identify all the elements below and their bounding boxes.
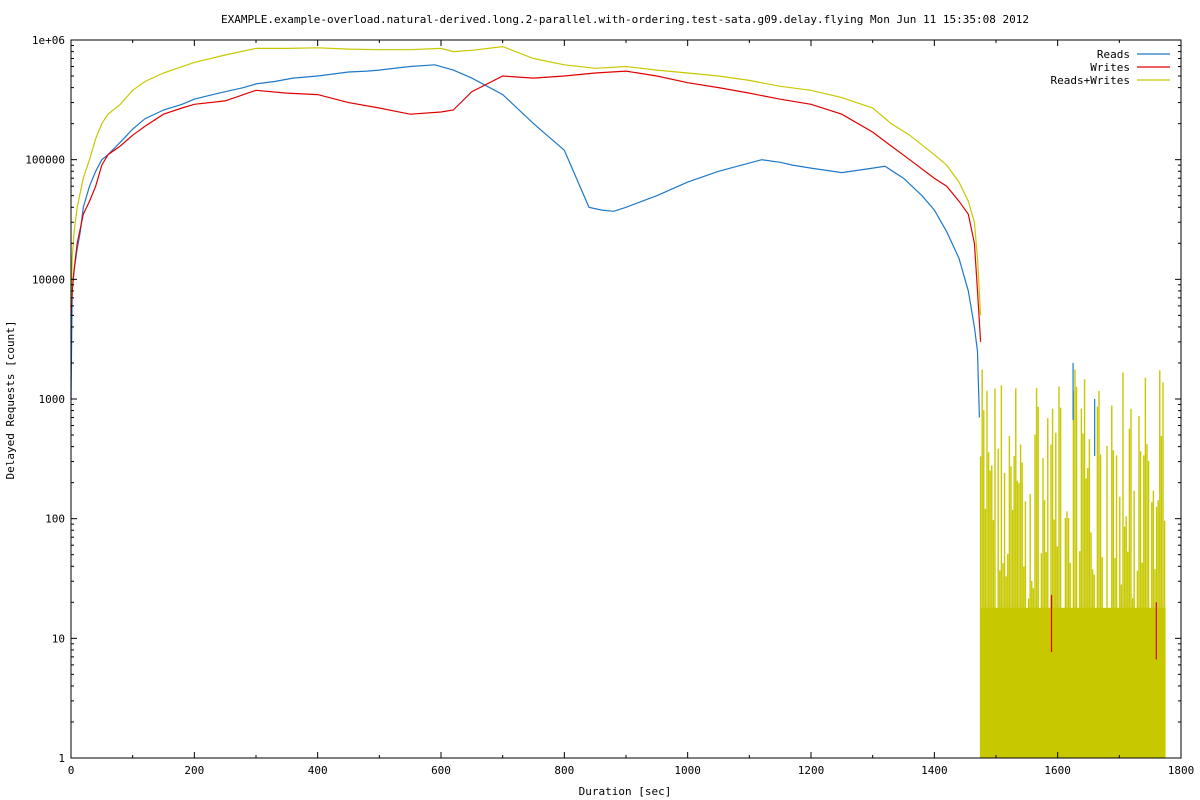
y-tick-label: 100000 [25, 154, 65, 167]
y-axis-label: Delayed Requests [count] [4, 321, 17, 480]
series-line-reads-writes [70, 45, 982, 316]
x-axis: 0 200 400 600 800 1000 1200 1400 1600 1800 [68, 40, 1195, 777]
y-axis: 1 10 100 1000 10000 100000 1e+06 [25, 34, 1181, 765]
x-tick-label: 200 [184, 764, 204, 777]
x-tick-label: 1200 [798, 764, 825, 777]
x-tick-label: 1400 [921, 764, 948, 777]
y-tick-label: 1e+06 [32, 34, 65, 47]
x-tick-label: 400 [308, 764, 328, 777]
x-tick-label: 600 [431, 764, 451, 777]
noise-base [980, 607, 1166, 758]
chart-title: EXAMPLE.example-overload.natural-derived… [221, 13, 1029, 26]
legend-label: Writes [1090, 61, 1130, 74]
y-tick-label: 1 [58, 752, 65, 765]
legend-label: Reads [1097, 48, 1130, 61]
tail-noise-bars [979, 362, 1166, 758]
y-tick-label: 10 [52, 632, 65, 645]
y-tick-label: 1000 [39, 393, 66, 406]
y-tick-label: 100 [45, 513, 65, 526]
x-tick-label: 0 [68, 764, 75, 777]
x-tick-label: 800 [554, 764, 574, 777]
y-tick-label: 10000 [32, 273, 65, 286]
x-tick-label: 1000 [674, 764, 701, 777]
plot-series [70, 45, 982, 418]
x-tick-label: 1600 [1044, 764, 1071, 777]
series-line-writes [70, 70, 982, 342]
legend-label: Reads+Writes [1051, 74, 1130, 87]
x-tick-label: 1800 [1168, 764, 1195, 777]
x-axis-label: Duration [sec] [579, 785, 672, 798]
